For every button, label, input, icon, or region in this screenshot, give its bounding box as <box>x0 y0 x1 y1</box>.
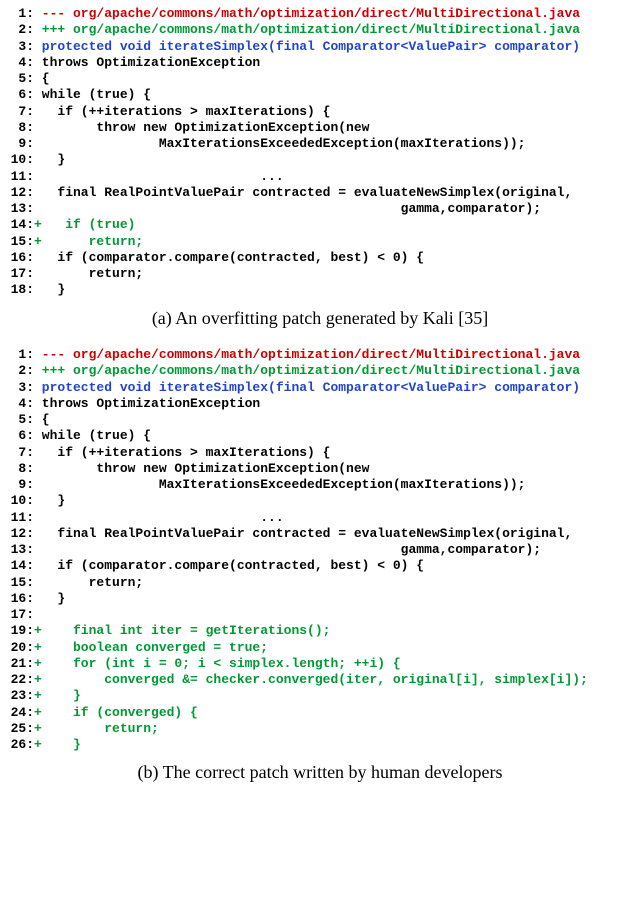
code-line: + final int iter = getIterations(); <box>34 623 330 638</box>
code-line: MaxIterationsExceededException(maxIterat… <box>34 136 525 151</box>
line-number: 16: <box>6 591 34 607</box>
line-number: 12: <box>6 526 34 542</box>
code-line: if (comparator.compare(contracted, best)… <box>34 250 424 265</box>
code-line: } <box>34 591 65 606</box>
line-number: 8: <box>6 461 34 477</box>
code-line: + } <box>34 688 81 703</box>
code-line: +++ org/apache/commons/math/optimization… <box>34 363 580 378</box>
code-line: throws OptimizationException <box>34 55 260 70</box>
code-line: throws OptimizationException <box>34 396 260 411</box>
code-line: --- org/apache/commons/math/optimization… <box>34 6 580 21</box>
code-line: + return; <box>34 234 143 249</box>
code-block-b: 1: --- org/apache/commons/math/optimizat… <box>6 347 634 753</box>
code-line: if (++iterations > maxIterations) { <box>34 104 330 119</box>
code-line: ... <box>34 169 284 184</box>
code-line <box>34 607 42 622</box>
line-number: 23: <box>6 688 34 704</box>
line-number: 2: <box>6 22 34 38</box>
line-number: 5: <box>6 412 34 428</box>
code-line: throw new OptimizationException(new <box>34 461 369 476</box>
line-number: 21: <box>6 656 34 672</box>
code-line: +++ org/apache/commons/math/optimization… <box>34 22 580 37</box>
code-line: + } <box>34 737 81 752</box>
line-number: 10: <box>6 493 34 509</box>
code-line: if (comparator.compare(contracted, best)… <box>34 558 424 573</box>
code-line: --- org/apache/commons/math/optimization… <box>34 347 580 362</box>
line-number: 5: <box>6 71 34 87</box>
code-line: + if (converged) { <box>34 705 198 720</box>
code-line: return; <box>34 575 143 590</box>
code-line: throw new OptimizationException(new <box>34 120 369 135</box>
line-number: 26: <box>6 737 34 753</box>
line-number: 9: <box>6 136 34 152</box>
line-number: 10: <box>6 152 34 168</box>
line-number: 7: <box>6 104 34 120</box>
code-line: final RealPointValuePair contracted = ev… <box>34 185 572 200</box>
line-number: 2: <box>6 363 34 379</box>
line-number: 24: <box>6 705 34 721</box>
code-line: + if (true) <box>34 217 135 232</box>
line-number: 18: <box>6 282 34 298</box>
code-line: + return; <box>34 721 159 736</box>
line-number: 12: <box>6 185 34 201</box>
line-number: 1: <box>6 347 34 363</box>
line-number: 3: <box>6 380 34 396</box>
line-number: 11: <box>6 169 34 185</box>
code-line: while (true) { <box>34 428 151 443</box>
line-number: 14: <box>6 217 34 233</box>
line-number: 3: <box>6 39 34 55</box>
line-number: 7: <box>6 445 34 461</box>
line-number: 8: <box>6 120 34 136</box>
line-number: 17: <box>6 607 34 623</box>
code-line: { <box>34 71 50 86</box>
code-line: if (++iterations > maxIterations) { <box>34 445 330 460</box>
code-line: + for (int i = 0; i < simplex.length; ++… <box>34 656 401 671</box>
line-number: 6: <box>6 87 34 103</box>
line-number: 14: <box>6 558 34 574</box>
code-line: while (true) { <box>34 87 151 102</box>
line-number: 20: <box>6 640 34 656</box>
line-number: 13: <box>6 201 34 217</box>
caption-a: (a) An overfitting patch generated by Ka… <box>6 307 634 330</box>
line-number: 16: <box>6 250 34 266</box>
line-number: 15: <box>6 575 34 591</box>
line-number: 4: <box>6 396 34 412</box>
line-number: 13: <box>6 542 34 558</box>
caption-b: (b) The correct patch written by human d… <box>6 761 634 784</box>
line-number: 4: <box>6 55 34 71</box>
line-number: 6: <box>6 428 34 444</box>
code-block-a: 1: --- org/apache/commons/math/optimizat… <box>6 6 634 299</box>
code-line: { <box>34 412 50 427</box>
code-line: final RealPointValuePair contracted = ev… <box>34 526 572 541</box>
line-number: 19: <box>6 623 34 639</box>
code-line: MaxIterationsExceededException(maxIterat… <box>34 477 525 492</box>
line-number: 17: <box>6 266 34 282</box>
code-line: gamma,comparator); <box>34 201 541 216</box>
line-number: 25: <box>6 721 34 737</box>
code-line: } <box>34 282 65 297</box>
line-number: 11: <box>6 510 34 526</box>
line-number: 15: <box>6 234 34 250</box>
code-line: } <box>34 493 65 508</box>
line-number: 1: <box>6 6 34 22</box>
line-number: 9: <box>6 477 34 493</box>
code-line: gamma,comparator); <box>34 542 541 557</box>
line-number: 22: <box>6 672 34 688</box>
code-line: ... <box>34 510 284 525</box>
code-line: } <box>34 152 65 167</box>
code-line: protected void iterateSimplex(final Comp… <box>34 380 580 395</box>
code-line: protected void iterateSimplex(final Comp… <box>34 39 580 54</box>
code-line: + boolean converged = true; <box>34 640 268 655</box>
code-line: return; <box>34 266 143 281</box>
code-line: + converged &= checker.converged(iter, o… <box>34 672 588 687</box>
